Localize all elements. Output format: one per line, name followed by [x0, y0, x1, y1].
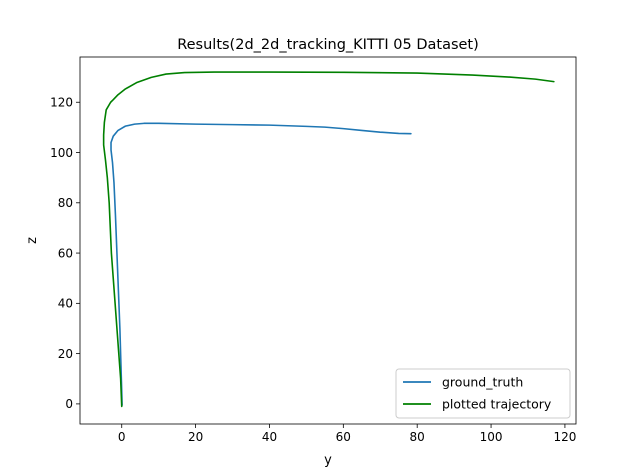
x-tick-label: 120 — [553, 430, 576, 444]
x-axis-ticks: 0 20 40 60 80 100 120 — [118, 424, 576, 444]
x-tick-label: 60 — [336, 430, 351, 444]
y-tick-label: 120 — [50, 96, 73, 110]
x-tick-label: 0 — [118, 430, 126, 444]
y-tick-label: 100 — [50, 146, 73, 160]
x-tick-label: 40 — [262, 430, 277, 444]
y-tick-label: 80 — [58, 196, 73, 210]
series-layer — [102, 71, 555, 408]
series-line-plotted-trajectory — [102, 71, 555, 408]
y-tick-label: 20 — [58, 347, 73, 361]
x-tick-label: 80 — [410, 430, 425, 444]
legend-box — [395, 368, 571, 419]
legend-label-plotted-trajectory: plotted trajectory — [442, 397, 552, 412]
series-line-ground-truth — [110, 122, 412, 406]
legend: ground_truth plotted trajectory — [395, 368, 571, 419]
plot-area — [80, 57, 576, 424]
x-tick-label: 20 — [188, 430, 203, 444]
y-tick-label: 0 — [65, 397, 73, 411]
y-tick-label: 40 — [58, 297, 73, 311]
chart-title: Results(2d_2d_tracking_KITTI 05 Dataset) — [177, 37, 479, 53]
plot-frame — [79, 56, 577, 425]
x-axis-title: y — [324, 453, 332, 468]
legend-label-ground-truth: ground_truth — [442, 375, 523, 390]
y-tick-label: 60 — [58, 246, 73, 260]
y-axis-ticks: 0 20 40 60 80 100 120 — [50, 96, 80, 411]
y-axis-title: z — [25, 237, 40, 244]
x-tick-label: 100 — [480, 430, 503, 444]
